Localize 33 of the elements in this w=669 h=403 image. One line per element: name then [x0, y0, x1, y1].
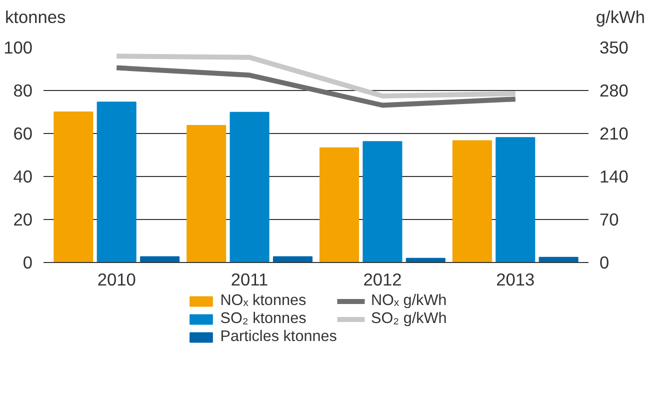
legend-label: NOₓ g/kWh	[370, 292, 447, 310]
bar	[362, 140, 402, 262]
y2-tick-label: 280	[600, 80, 628, 100]
legend-label: SO₂ ktonnes	[220, 310, 306, 328]
bar	[272, 256, 313, 262]
y2-tick-label: 350	[600, 37, 628, 58]
x-tick-label: 2013	[496, 269, 535, 290]
bar	[496, 136, 536, 262]
y2-axis-title: g/kWh	[596, 6, 645, 29]
bar	[140, 256, 180, 262]
y2-tick-label: 210	[600, 123, 628, 144]
bar	[96, 101, 136, 262]
y-axis-title: ktonnes	[5, 6, 66, 29]
x-tick-label: 2010	[97, 269, 136, 290]
y-tick-label: 80	[13, 80, 33, 100]
y-tick-label: 40	[13, 166, 33, 186]
bar	[319, 147, 360, 262]
bar	[54, 111, 94, 262]
bar	[186, 124, 226, 262]
y-tick-label: 100	[4, 37, 33, 58]
x-tick-label: 2011	[230, 269, 268, 290]
y2-tick-label: 0	[600, 252, 610, 272]
legend-label: Particles ktonnes	[220, 328, 337, 346]
y-tick-label: 60	[13, 123, 33, 144]
bar	[452, 140, 492, 262]
legend-label: NOₓ ktonnes	[220, 292, 306, 310]
y2-tick-label: 70	[600, 209, 619, 230]
y-tick-label: 0	[22, 252, 33, 272]
bar	[230, 112, 270, 262]
y-tick-label: 20	[13, 209, 33, 230]
legend-label: SO₂ g/kWh	[370, 310, 447, 328]
x-tick-label: 2012	[363, 269, 402, 290]
y2-tick-label: 140	[600, 166, 628, 186]
